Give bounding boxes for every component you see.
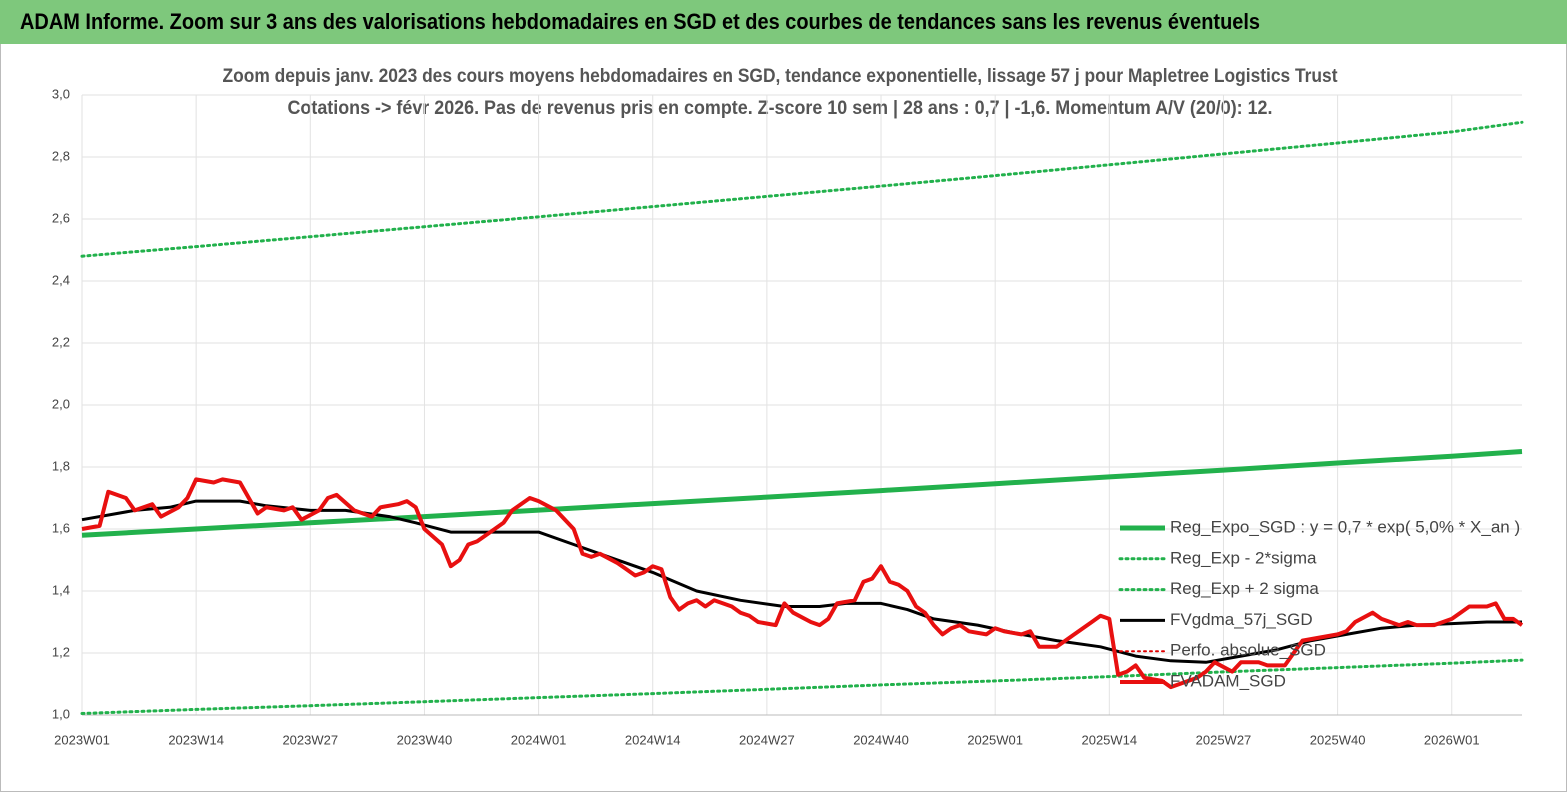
y-tick-label: 2,0 [52, 396, 70, 411]
x-tick-label: 2023W40 [397, 732, 453, 747]
x-tick-label: 2025W01 [967, 732, 1023, 747]
y-tick-label: 2,2 [52, 334, 70, 349]
legend-label: Reg_Exp + 2 sigma [1170, 579, 1319, 598]
x-tick-label: 2023W01 [54, 732, 110, 747]
x-tick-label: 2024W27 [739, 732, 795, 747]
legend-label: Reg_Exp - 2*sigma [1170, 548, 1317, 567]
y-tick-label: 1,2 [52, 644, 70, 659]
x-tick-label: 2023W27 [282, 732, 338, 747]
page-title: ADAM Informe. Zoom sur 3 ans des valoris… [20, 9, 1260, 34]
y-tick-label: 1,6 [52, 520, 70, 535]
x-tick-label: 2025W40 [1310, 732, 1366, 747]
y-tick-label: 1,8 [52, 458, 70, 473]
chart-subtitle: Cotations -> févr 2026. Pas de revenus p… [288, 98, 1273, 119]
legend-label: FVgdma_57j_SGD [1170, 610, 1313, 629]
x-tick-label: 2023W14 [168, 732, 224, 747]
legend-label: Perfo. absolue_SGD [1170, 641, 1326, 660]
legend-label: Reg_Expo_SGD : y = 0,7 * exp( 5,0% * X_a… [1170, 517, 1520, 536]
series-line [81, 477, 1524, 690]
x-tick-label: 2024W14 [625, 732, 681, 747]
x-tick-label: 2024W40 [853, 732, 909, 747]
x-tick-label: 2025W14 [1081, 732, 1137, 747]
series-line [81, 449, 1523, 538]
y-tick-label: 2,8 [52, 148, 70, 163]
series-line [80, 658, 1524, 715]
y-tick-label: 2,4 [52, 272, 70, 287]
y-tick-label: 1,0 [52, 706, 70, 721]
y-tick-label: 1,4 [52, 582, 70, 597]
y-tick-label: 3,0 [52, 86, 70, 101]
y-tick-label: 2,6 [52, 210, 70, 225]
x-tick-label: 2024W01 [511, 732, 567, 747]
chart-title: Zoom depuis janv. 2023 des cours moyens … [223, 66, 1339, 87]
title-bar [0, 0, 1567, 44]
series-line [81, 499, 1522, 664]
x-tick-label: 2026W01 [1424, 732, 1480, 747]
series-line [80, 120, 1524, 258]
legend-label: FVADAM_SGD [1170, 671, 1286, 690]
x-tick-label: 2025W27 [1196, 732, 1252, 747]
